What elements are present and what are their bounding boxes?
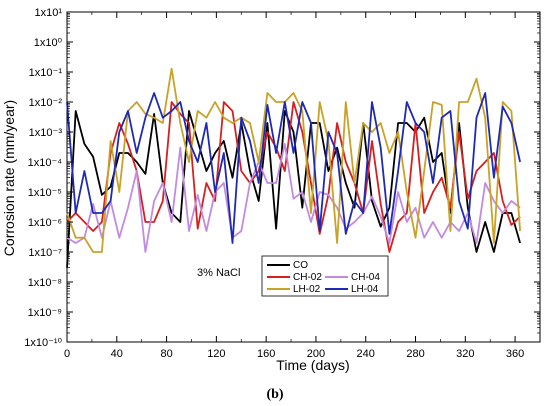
- annotation-3pct-nacl: 3% NaCl: [197, 267, 240, 279]
- legend-label-co: CO: [293, 260, 308, 271]
- legend-label-lh-02: LH-02: [293, 284, 321, 295]
- y-tick-label: 1x10⁻⁴: [28, 157, 63, 169]
- series-line-ch-02: [66, 101, 521, 253]
- x-tick-label: 40: [111, 348, 123, 360]
- y-axis-title: Corrosion rate (mm/year): [1, 100, 17, 256]
- y-tick-label: 1x10⁻¹: [29, 67, 63, 79]
- y-tick-label: 1x10⁻⁹: [28, 307, 62, 319]
- y-tick-label: 1x10⁻³: [29, 127, 63, 139]
- legend-label-ch-04: CH-04: [351, 272, 380, 283]
- x-tick-label: 120: [207, 348, 225, 360]
- plot-frame: [66, 11, 541, 343]
- y-tick-label: 1x10¹: [34, 7, 62, 19]
- series-line-ch-04: [66, 142, 521, 253]
- series-layer: [66, 67, 521, 268]
- x-axis-title: Time (days): [276, 357, 349, 373]
- y-tick-label: 1x10⁻²: [29, 97, 63, 109]
- figure-caption: (b): [266, 387, 283, 402]
- y-tick-label: 1x10⁻⁷: [28, 247, 62, 259]
- x-tick-label: 240: [357, 348, 375, 360]
- y-axis: 1x10¹ 1x10⁰ 1x10⁻¹ 1x10⁻² 1x10⁻³ 1x10⁻⁴ 1x10⁻⁵…: [24, 7, 540, 349]
- legend-label-lh-04: LH-04: [351, 284, 379, 295]
- x-tick-label: 160: [257, 348, 275, 360]
- x-tick-label: 0: [64, 348, 70, 360]
- x-tick-label: 280: [406, 348, 424, 360]
- x-tick-label: 320: [456, 348, 474, 360]
- y-tick-label: 1x10⁻¹⁰: [24, 337, 62, 349]
- x-tick-label: 80: [160, 348, 172, 360]
- x-axis: 0 40 80 120 160 200 240 280 320 360: [64, 12, 524, 360]
- x-tick-label: 360: [506, 348, 524, 360]
- legend-label-ch-02: CH-02: [293, 272, 322, 283]
- y-tick-label: 1x10⁻⁶: [28, 217, 62, 229]
- series-line-lh-02: [66, 67, 521, 253]
- series-line-co: [66, 110, 521, 268]
- legend: CO CH-02 CH-04 LH-02 LH-04: [261, 255, 389, 297]
- y-tick-label: 1x10⁻⁸: [28, 277, 62, 289]
- x-tick-label: 200: [307, 348, 325, 360]
- series-line-lh-04: [66, 92, 521, 244]
- y-tick-label: 1x10⁰: [34, 37, 63, 49]
- y-tick-label: 1x10⁻⁵: [28, 187, 62, 199]
